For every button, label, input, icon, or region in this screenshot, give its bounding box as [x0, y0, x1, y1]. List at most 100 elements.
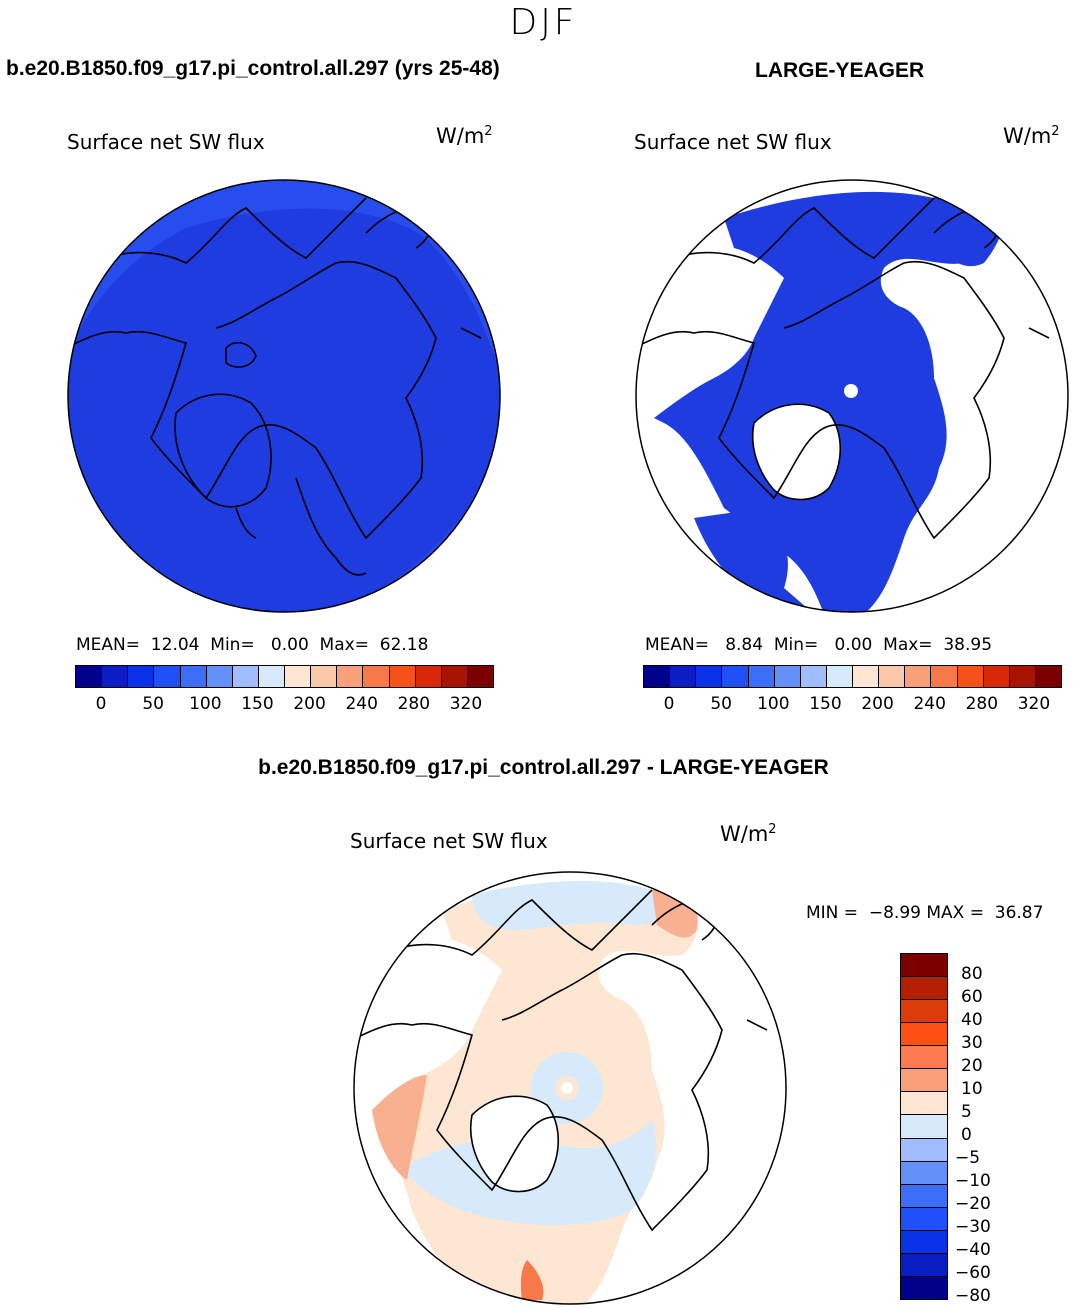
diff-colorbar-tick-label: −60 [955, 1263, 991, 1283]
right-colorbar-tick-label: 240 [913, 694, 946, 714]
right-colorbar-swatch [879, 666, 906, 687]
right-variable-label: Surface net SW flux [634, 130, 832, 154]
diff-colorbar-swatch [901, 954, 947, 978]
right-colorbar-tick-label: 100 [757, 694, 790, 714]
right-colorbar-tick-label: 200 [861, 694, 894, 714]
right-colorbar-swatch [1009, 666, 1036, 687]
diff-colorbar-swatch [901, 1000, 947, 1024]
left-colorbar-swatch [467, 666, 493, 687]
left-colorbar-tick-label: 320 [449, 694, 483, 714]
right-colorbar-swatch [957, 666, 984, 687]
diff-colorbar-tick-label: 20 [961, 1056, 983, 1076]
diff-colorbar-swatch [901, 1138, 947, 1162]
left-polar-map [67, 179, 501, 613]
left-colorbar-labels: 0 50 100 150 200 240 280 320 [75, 694, 492, 716]
diff-colorbar [900, 953, 948, 1300]
right-colorbar-swatch [800, 666, 827, 687]
right-colorbar-tick-label: 50 [710, 694, 733, 714]
diff-colorbar-tick-label: 0 [961, 1125, 972, 1145]
right-units: W/m2 [1003, 124, 1060, 148]
left-colorbar [75, 665, 494, 688]
right-colorbar-swatch [670, 666, 697, 687]
diff-colorbar-swatch [901, 1230, 947, 1254]
diff-colorbar-swatch [901, 1023, 947, 1047]
diff-colorbar-tick-label: 30 [961, 1033, 983, 1053]
right-colorbar-tick-label: 0 [663, 694, 675, 714]
diff-colorbar-tick-label: 60 [961, 987, 983, 1007]
left-colorbar-swatch [415, 666, 442, 687]
right-case-title: LARGE-YEAGER [755, 59, 925, 82]
right-colorbar-swatch [644, 666, 671, 687]
right-colorbar-labels: 0 50 100 150 200 240 280 320 [643, 694, 1060, 716]
left-colorbar-swatch [76, 666, 103, 687]
diff-units: W/m2 [720, 822, 777, 846]
diff-colorbar-swatch [901, 977, 947, 1001]
left-colorbar-tick-label: 200 [293, 694, 326, 714]
left-colorbar-swatch [128, 666, 155, 687]
left-colorbar-tick-label: 280 [397, 694, 431, 714]
left-colorbar-swatch [102, 666, 129, 687]
left-case-title: b.e20.B1850.f09_g17.pi_control.all.297 (… [6, 57, 500, 80]
diff-colorbar-swatch [901, 1092, 947, 1116]
right-colorbar-swatch [853, 666, 880, 687]
left-colorbar-tick-label: 50 [142, 694, 165, 714]
right-colorbar-tick-label: 320 [1017, 694, 1051, 714]
diff-polar-map [353, 871, 787, 1305]
left-colorbar-swatch [180, 666, 207, 687]
left-colorbar-swatch [337, 666, 364, 687]
right-colorbar-swatch [748, 666, 775, 687]
diff-colorbar-tick-label: 40 [961, 1010, 983, 1030]
left-colorbar-tick-label: 240 [345, 694, 378, 714]
left-colorbar-swatch [311, 666, 338, 687]
right-polar-map [635, 179, 1069, 613]
left-colorbar-swatch [363, 666, 390, 687]
left-colorbar-swatch [285, 666, 312, 687]
left-colorbar-swatch [206, 666, 233, 687]
left-units: W/m2 [436, 124, 493, 148]
diff-colorbar-swatch [901, 1276, 947, 1299]
left-colorbar-tick-label: 150 [241, 694, 274, 714]
right-colorbar-tick-label: 150 [809, 694, 842, 714]
right-colorbar-swatch [774, 666, 801, 687]
diff-colorbar-tick-label: 80 [961, 964, 983, 984]
left-variable-label: Surface net SW flux [67, 130, 265, 154]
diff-colorbar-tick-label: −30 [955, 1217, 991, 1237]
left-stats: MEAN= 12.04 Min= 0.00 Max= 62.18 [76, 635, 429, 655]
diff-colorbar-tick-label: 5 [961, 1102, 972, 1122]
diff-colorbar-tick-label: 10 [961, 1079, 983, 1099]
diff-colorbar-tick-label: −5 [955, 1148, 981, 1168]
left-colorbar-tick-label: 0 [95, 694, 107, 714]
right-colorbar-swatch [722, 666, 749, 687]
left-colorbar-swatch [154, 666, 181, 687]
right-colorbar-swatch [905, 666, 932, 687]
diff-colorbar-tick-label: −80 [955, 1286, 991, 1306]
left-colorbar-swatch [441, 666, 468, 687]
right-colorbar-swatch [696, 666, 723, 687]
diff-colorbar-tick-label: −20 [955, 1194, 991, 1214]
right-colorbar-swatch [931, 666, 958, 687]
left-colorbar-swatch [389, 666, 416, 687]
left-colorbar-swatch [258, 666, 285, 687]
left-colorbar-tick-label: 100 [189, 694, 222, 714]
diff-colorbar-swatch [901, 1115, 947, 1139]
diff-colorbar-tick-label: −10 [955, 1171, 991, 1191]
diff-colorbar-swatch [901, 1253, 947, 1277]
diff-stats: MIN = −8.99 MAX = 36.87 [806, 903, 1044, 923]
left-colorbar-swatch [232, 666, 259, 687]
season-title: DJF [509, 2, 578, 43]
right-colorbar-tick-label: 280 [965, 694, 999, 714]
diff-colorbar-swatch [901, 1046, 947, 1070]
right-colorbar [643, 665, 1062, 688]
diff-colorbar-swatch [901, 1184, 947, 1208]
diff-colorbar-labels: 80 60 40 30 20 10 5 0 −5 −10 −20 −30 −40 −60 −80 [955, 953, 1035, 1306]
right-colorbar-swatch [826, 666, 853, 687]
diff-colorbar-swatch [901, 1207, 947, 1231]
right-colorbar-swatch [1035, 666, 1061, 687]
diff-case-title: b.e20.B1850.f09_g17.pi_control.all.297 -… [258, 756, 829, 779]
diff-colorbar-swatch [901, 1161, 947, 1185]
diff-colorbar-tick-label: −40 [955, 1240, 991, 1260]
diff-colorbar-swatch [901, 1069, 947, 1093]
diff-variable-label: Surface net SW flux [350, 829, 548, 853]
right-colorbar-swatch [983, 666, 1010, 687]
right-stats: MEAN= 8.84 Min= 0.00 Max= 38.95 [645, 635, 993, 655]
